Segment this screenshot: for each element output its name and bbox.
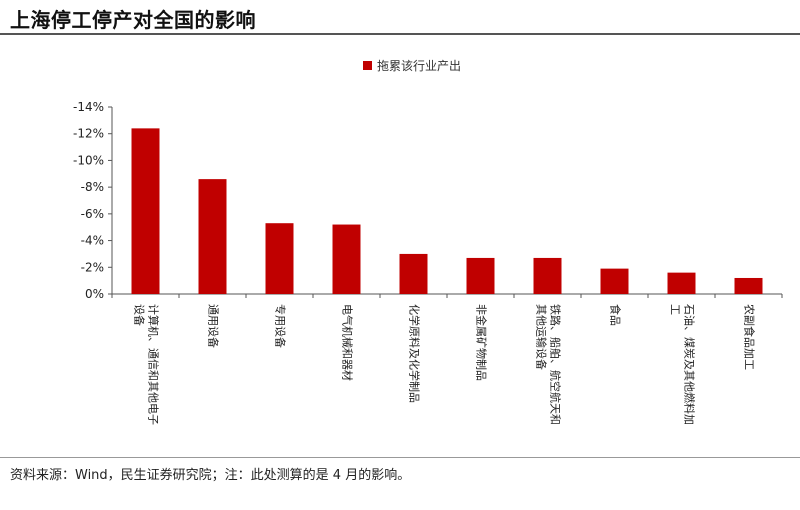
bar [466,257,495,294]
header-divider [0,33,800,35]
category-label: 非金属矿物制品 [475,304,489,381]
y-tick-label: -2% [81,260,104,274]
category-label: 专用设备 [274,304,288,348]
bar [131,128,160,294]
bar [667,272,696,294]
source-note: 资料来源：Wind，民生证券研究院；注：此处测算的是 4 月的影响。 [10,468,411,483]
category-label: 计算机、通信和其他电子 [147,304,161,425]
y-tick-label: -12% [73,127,104,141]
footer-divider [0,457,800,458]
bar-chart: 拖累该行业产出 0% -2% -4% -6% -8% -10% -12% -14% 计算机、通信和… [73,59,783,425]
category-label: 设备 [133,304,147,326]
bar [332,224,361,294]
bar [399,253,428,294]
category-label: 石油、煤炭及其他燃料加 [683,304,697,425]
category-label: 农副食品加工 [743,304,757,370]
y-tick-label: -8% [81,180,104,194]
bar [600,268,629,294]
y-tick-label: -14% [73,100,104,114]
bar [198,179,227,294]
category-label: 电气机械和器材 [341,304,355,381]
category-label: 其他运输设备 [535,304,549,370]
bar [533,257,562,294]
y-tick-label: -10% [73,153,104,167]
category-label: 工 [669,304,682,315]
legend: 拖累该行业产出 [363,59,461,73]
category-label: 化学原料及化学制品 [408,304,422,403]
y-tick-label: -6% [81,207,104,221]
y-tick-label: -4% [81,234,104,248]
category-label: 铁路、船舶、航空航天和 [549,304,563,425]
bar [265,223,294,294]
category-label: 通用设备 [207,304,221,348]
legend-swatch [363,61,372,70]
category-label: 食品 [609,304,623,326]
bar [734,277,763,294]
legend-label: 拖累该行业产出 [377,59,461,73]
page-title: 上海停工停产对全国的影响 [10,8,256,32]
y-tick-label: 0% [85,287,104,301]
